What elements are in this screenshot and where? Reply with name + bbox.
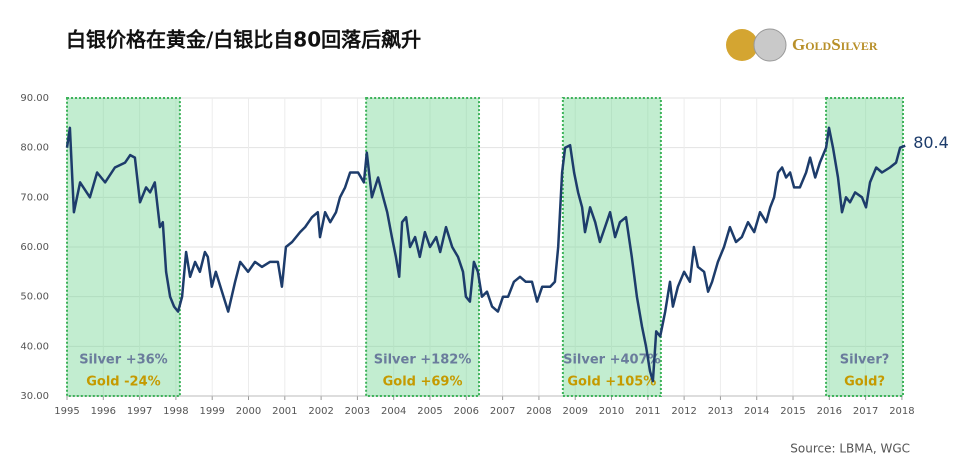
region-label: Silver +36% <box>79 353 168 368</box>
x-tick-label: 2014 <box>744 406 769 417</box>
region-label: Silver? <box>840 353 890 368</box>
x-tick-label: 2012 <box>671 406 696 417</box>
y-tick-label: 40.00 <box>20 341 49 352</box>
chart-title: 白银价格在黄金/白银比自80回落后飙升 <box>66 28 421 52</box>
region-label: Gold? <box>844 375 885 390</box>
x-tick-label: 2017 <box>853 406 878 417</box>
region-label: Silver +182% <box>374 353 472 368</box>
x-tick-label: 2011 <box>635 406 660 417</box>
x-tick-label: 2009 <box>562 406 587 417</box>
x-tick-label: 2006 <box>454 406 479 417</box>
shaded-region <box>66 97 181 397</box>
x-tick-label: 2015 <box>780 406 805 417</box>
logo-gold-coin <box>726 29 758 61</box>
source: Source: LBMA, WGC <box>790 442 910 456</box>
end-label: 80.4 <box>913 133 949 152</box>
shaded-region <box>561 97 662 397</box>
x-tick-label: 1998 <box>163 406 188 417</box>
y-tick-label: 80.00 <box>20 143 49 154</box>
logo-text: GoldSilver <box>792 35 878 54</box>
x-tick-label: 2002 <box>308 406 333 417</box>
y-tick-label: 70.00 <box>20 192 49 203</box>
region-label: Gold +69% <box>383 375 463 390</box>
x-tick-label: 2003 <box>345 406 370 417</box>
x-tick-label: 2007 <box>490 406 515 417</box>
region-label: Gold +105% <box>567 375 656 390</box>
x-tick-label: 2001 <box>272 406 297 417</box>
logo: GoldSilver <box>726 28 878 62</box>
x-tick-label: 2016 <box>817 406 842 417</box>
x-tick-label: 1995 <box>54 406 79 417</box>
x-tick-label: 1999 <box>199 406 224 417</box>
shaded-region <box>825 97 905 397</box>
x-tick-label: 2004 <box>381 406 406 417</box>
x-tick-label: 2013 <box>708 406 733 417</box>
y-tick-label: 60.00 <box>20 242 49 253</box>
y-tick-label: 90.00 <box>20 93 49 104</box>
logo-silver-coin <box>753 28 787 62</box>
y-tick-label: 30.00 <box>20 391 49 402</box>
data-line <box>65 126 906 383</box>
region-label: Gold -24% <box>86 375 160 390</box>
x-tick-label: 2010 <box>599 406 624 417</box>
y-tick-label: 50.00 <box>20 292 49 303</box>
x-tick-label: 2005 <box>417 406 442 417</box>
x-tick-label: 2000 <box>236 406 261 417</box>
x-tick-label: 1997 <box>127 406 152 417</box>
x-tick-label: 2008 <box>526 406 551 417</box>
x-tick-label: 2018 <box>889 406 914 417</box>
x-tick-label: 1996 <box>91 406 116 417</box>
region-label: Silver +407% <box>563 353 661 368</box>
plot-area: 30.00 40.00 50.00 60.00 70.00 80.00 90.00 1995 1… <box>20 93 948 417</box>
